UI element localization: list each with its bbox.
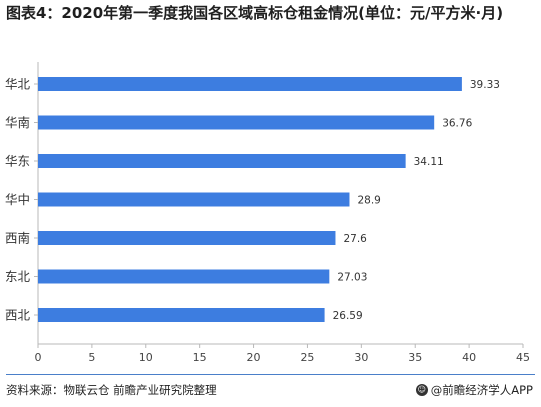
bar-chart: 0 5 10 15 20 25 30 35 40 45 华北 39.33 华南 36.76 华东 34.11 华… — [5, 62, 530, 364]
smile-logo-icon: ☺ — [415, 384, 428, 396]
bar-华南 — [38, 115, 435, 130]
x-tick-label: 20 — [247, 351, 261, 364]
category-label: 东北 — [5, 269, 31, 284]
bar-西南 — [38, 231, 336, 245]
brand-credit: ☺ @前瞻经济学人APP — [415, 382, 533, 398]
value-label: 36.76 — [442, 118, 472, 130]
x-tick-label: 10 — [139, 351, 153, 364]
bar-华东 — [38, 154, 406, 168]
value-label: 34.11 — [414, 156, 444, 168]
source-note: 资料来源：物联云仓 前瞻产业研究院整理 — [6, 383, 217, 397]
x-tick-label: 15 — [193, 351, 207, 364]
category-label: 华中 — [5, 192, 30, 207]
bar-华中 — [38, 192, 350, 207]
x-tick-label: 35 — [408, 351, 422, 364]
category-label: 西北 — [5, 308, 31, 323]
bar-东北 — [38, 269, 330, 284]
x-tick-label: 45 — [516, 351, 530, 364]
x-tick-label: 40 — [462, 351, 476, 364]
value-label: 26.59 — [333, 310, 363, 322]
value-label: 27.03 — [337, 272, 367, 284]
x-tick-label: 0 — [35, 351, 42, 364]
chart-title: 图表4：2020年第一季度我国各区域高标仓租金情况(单位：元/平方米·月) — [6, 4, 504, 22]
category-label: 西南 — [5, 231, 30, 246]
value-label: 27.6 — [343, 233, 367, 245]
bar-华北 — [38, 77, 462, 91]
category-label: 华北 — [5, 77, 31, 92]
category-label: 华南 — [5, 115, 30, 130]
category-label: 华东 — [5, 154, 30, 169]
footer-divider — [6, 374, 535, 375]
x-tick-label: 30 — [354, 351, 368, 364]
bar-西北 — [38, 308, 325, 322]
value-label: 39.33 — [470, 79, 500, 91]
value-label: 28.9 — [357, 195, 380, 207]
brand-credit-text: @前瞻经济学人APP — [430, 383, 533, 397]
x-tick-label: 5 — [88, 351, 95, 364]
x-tick-label: 25 — [300, 351, 314, 364]
footer: 资料来源：物联云仓 前瞻产业研究院整理 ☺ @前瞻经济学人APP — [0, 374, 541, 407]
